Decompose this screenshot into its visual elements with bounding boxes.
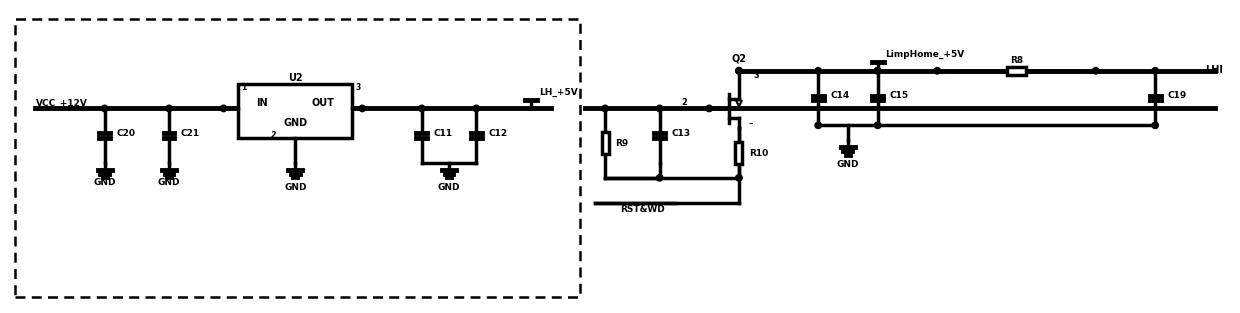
Circle shape [474, 105, 480, 112]
Circle shape [706, 105, 713, 112]
Text: Q2: Q2 [732, 54, 746, 64]
Circle shape [874, 68, 880, 74]
Text: C12: C12 [489, 129, 507, 138]
Bar [735, 142, 743, 164]
Text: IN: IN [257, 99, 268, 109]
Circle shape [360, 105, 366, 112]
Text: R9: R9 [615, 139, 629, 148]
Text: R10: R10 [749, 149, 768, 157]
Text: LH_+5V: LH_+5V [538, 88, 578, 97]
Circle shape [735, 68, 743, 74]
Text: GND: GND [837, 161, 859, 169]
Bar [238, 84, 352, 138]
Text: GND: GND [438, 183, 460, 192]
Text: GND: GND [284, 118, 308, 128]
Text: C13: C13 [672, 129, 691, 138]
Circle shape [874, 68, 880, 74]
Text: GND: GND [284, 183, 306, 192]
Circle shape [656, 175, 663, 181]
Text: C14: C14 [830, 91, 849, 100]
Circle shape [735, 68, 743, 74]
Text: 2: 2 [682, 99, 687, 107]
Text: C20: C20 [117, 129, 135, 138]
Text: LimpHome_+5V: LimpHome_+5V [885, 50, 965, 59]
Circle shape [815, 68, 821, 74]
Circle shape [1152, 68, 1158, 74]
Text: R8: R8 [1009, 56, 1023, 65]
Text: -: - [749, 117, 753, 130]
Text: GND: GND [93, 178, 115, 187]
Circle shape [934, 68, 940, 74]
Circle shape [735, 175, 743, 181]
Text: RST&WD: RST&WD [620, 205, 665, 214]
Bar [1007, 67, 1027, 75]
Circle shape [601, 105, 609, 112]
Bar [601, 132, 609, 154]
Text: 1: 1 [242, 83, 247, 92]
Text: C11: C11 [434, 129, 453, 138]
Circle shape [656, 105, 663, 112]
Circle shape [166, 105, 172, 112]
Circle shape [419, 105, 425, 112]
Circle shape [1152, 122, 1158, 129]
Circle shape [815, 122, 821, 129]
Bar [15, 19, 580, 297]
Text: 3: 3 [356, 83, 361, 92]
Text: C19: C19 [1167, 91, 1187, 100]
Circle shape [874, 122, 880, 129]
Text: C15: C15 [889, 91, 909, 100]
Circle shape [102, 105, 108, 112]
Text: C21: C21 [181, 129, 200, 138]
Circle shape [1092, 68, 1099, 74]
Text: 3: 3 [754, 71, 760, 80]
Text: 2: 2 [270, 131, 275, 140]
Text: GND: GND [157, 178, 180, 187]
Text: OUT: OUT [311, 99, 335, 109]
Text: LHI: LHI [1205, 65, 1223, 75]
Text: U2: U2 [288, 73, 303, 83]
Circle shape [221, 105, 227, 112]
Text: VCC_+12V: VCC_+12V [36, 98, 88, 108]
